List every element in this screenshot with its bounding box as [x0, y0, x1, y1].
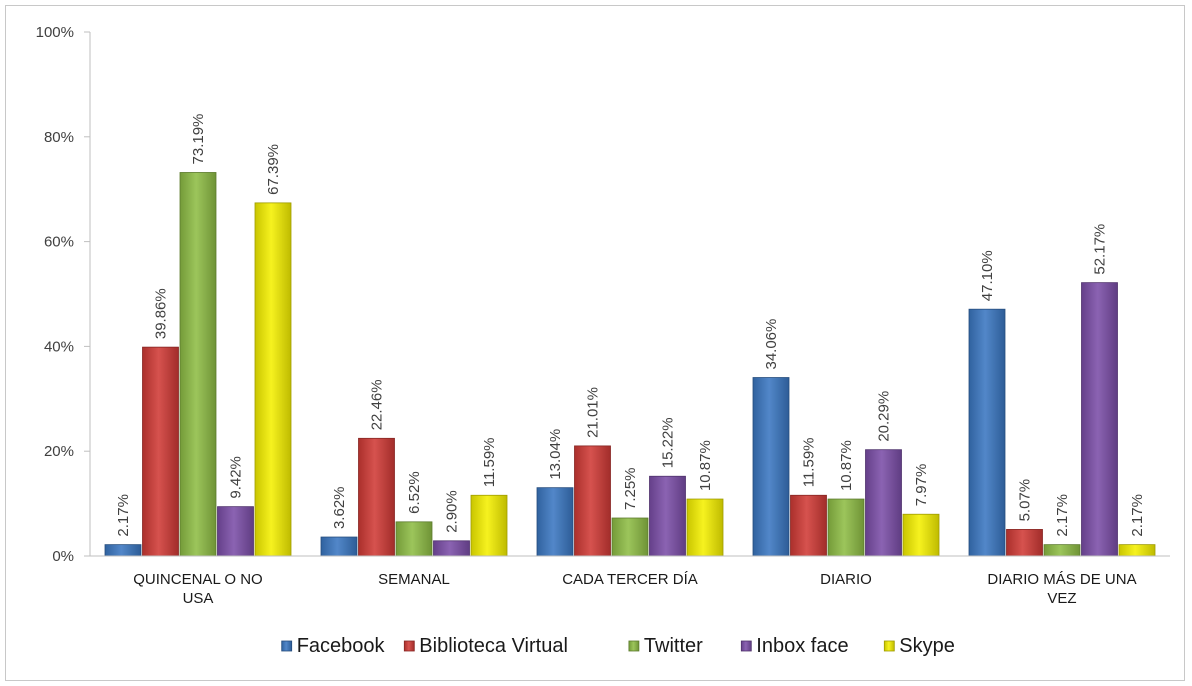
bar-skype-semanal — [470, 494, 508, 557]
legend-label: Facebook — [297, 635, 386, 657]
data-label-inbox-face-diario: 20.29% — [876, 391, 893, 442]
bar-twitter-diario-mas-de-una-vez — [1043, 544, 1081, 557]
legend-label: Biblioteca Virtual — [419, 635, 568, 657]
data-label-twitter-quincenal-o-no-usa: 73.19% — [190, 114, 207, 165]
legend-item-inbox-face: Inbox face — [740, 635, 849, 657]
data-label-inbox-face-quincenal-o-no-usa: 9.42% — [228, 456, 245, 499]
bar-skype-quincenal-o-no-usa — [254, 202, 292, 557]
x-category-label: QUINCENAL O NO USA — [133, 571, 262, 607]
data-label-facebook-quincenal-o-no-usa: 2.17% — [115, 494, 132, 537]
legend-swatch — [281, 640, 293, 652]
bar-biblioteca-virtual-diario-mas-de-una-vez — [1006, 529, 1043, 557]
bar-skype-diario — [902, 513, 940, 557]
bar-facebook-diario-mas-de-una-vez — [968, 308, 1006, 557]
bar-facebook-semanal — [320, 536, 358, 557]
bar-biblioteca-virtual-semanal — [358, 437, 395, 557]
y-tick-label: 20% — [44, 443, 74, 460]
data-label-twitter-diario-mas-de-una-vez: 2.17% — [1054, 494, 1071, 537]
bar-twitter-cada-tercer-dia — [611, 517, 649, 557]
legend-swatch — [740, 640, 752, 652]
data-label-inbox-face-semanal: 2.90% — [444, 490, 461, 533]
legend-label: Inbox face — [756, 635, 848, 657]
bar-biblioteca-virtual-cada-tercer-dia — [574, 445, 611, 557]
bar-inbox-face-quincenal-o-no-usa — [217, 506, 254, 557]
data-label-biblioteca-virtual-diario-mas-de-una-vez: 5.07% — [1017, 479, 1034, 522]
data-label-twitter-semanal: 6.52% — [406, 471, 423, 514]
bar-facebook-diario — [752, 377, 790, 557]
data-label-biblioteca-virtual-diario: 11.59% — [801, 438, 818, 488]
data-label-skype-diario-mas-de-una-vez: 2.17% — [1129, 494, 1146, 537]
bar-skype-cada-tercer-dia — [686, 498, 724, 557]
y-tick-label: 0% — [52, 548, 74, 565]
data-label-facebook-diario: 34.06% — [763, 319, 780, 370]
x-category-label: SEMANAL — [378, 571, 450, 588]
data-label-biblioteca-virtual-quincenal-o-no-usa: 39.86% — [153, 288, 170, 339]
bar-inbox-face-diario — [865, 449, 902, 557]
data-label-skype-semanal: 11.59% — [481, 438, 498, 488]
data-label-twitter-cada-tercer-dia: 7.25% — [622, 467, 639, 510]
data-label-skype-cada-tercer-dia: 10.87% — [697, 440, 714, 491]
legend-label: Skype — [899, 635, 955, 657]
data-label-biblioteca-virtual-semanal: 22.46% — [369, 379, 386, 430]
y-tick-label: 80% — [44, 129, 74, 146]
data-labels: 2.17% 39.86% 73.19% 9.42% 67.39% 3.62% 22.46% 6… — [115, 114, 1146, 537]
bar-twitter-semanal — [395, 521, 433, 557]
data-label-inbox-face-diario-mas-de-una-vez: 52.17% — [1092, 224, 1109, 275]
bar-biblioteca-virtual-diario — [790, 494, 827, 557]
data-label-facebook-semanal: 3.62% — [331, 486, 348, 529]
legend-item-skype: Skype — [883, 635, 955, 657]
bar-biblioteca-virtual-quincenal-o-no-usa — [142, 346, 179, 557]
data-label-facebook-cada-tercer-dia: 13.04% — [547, 429, 564, 480]
bar-inbox-face-semanal — [433, 540, 470, 557]
bars — [104, 172, 1156, 557]
bar-inbox-face-cada-tercer-dia — [649, 475, 686, 557]
legend-swatch — [628, 640, 640, 652]
data-label-twitter-diario: 10.87% — [838, 440, 855, 491]
y-axis: 0% 20% 40% 60% 80% 100% — [36, 24, 91, 565]
bar-skype-diario-mas-de-una-vez — [1118, 544, 1156, 557]
y-tick-label: 40% — [44, 338, 74, 355]
legend: Facebook Biblioteca Virtual Twitter Inbox f… — [281, 635, 955, 657]
y-tick-label: 60% — [44, 234, 74, 251]
x-category-label: DIARIO — [820, 571, 872, 588]
data-label-biblioteca-virtual-cada-tercer-dia: 21.01% — [585, 387, 602, 438]
legend-item-facebook: Facebook — [281, 635, 386, 657]
legend-swatch — [883, 640, 895, 652]
bar-facebook-quincenal-o-no-usa — [104, 544, 142, 557]
legend-item-twitter: Twitter — [628, 635, 703, 657]
x-category-label: CADA TERCER DÍA — [562, 571, 698, 588]
data-label-skype-diario: 7.97% — [913, 464, 930, 507]
bar-inbox-face-diario-mas-de-una-vez — [1081, 282, 1118, 557]
y-tick-label: 100% — [36, 24, 74, 41]
bar-facebook-cada-tercer-dia — [536, 487, 574, 557]
x-axis: QUINCENAL O NO USA SEMANAL CADA TERCER DÍA D… — [90, 555, 1170, 607]
legend-item-biblioteca-virtual: Biblioteca Virtual — [403, 635, 568, 657]
data-label-skype-quincenal-o-no-usa: 67.39% — [265, 144, 282, 195]
legend-label: Twitter — [644, 635, 703, 657]
data-label-inbox-face-cada-tercer-dia: 15.22% — [660, 417, 677, 468]
bar-twitter-quincenal-o-no-usa — [179, 172, 217, 557]
data-label-facebook-diario-mas-de-una-vez: 47.10% — [979, 250, 996, 301]
bar-twitter-diario — [827, 498, 865, 557]
legend-swatch — [403, 640, 415, 652]
x-category-label: DIARIO MÁS DE UNA VEZ — [987, 571, 1136, 607]
